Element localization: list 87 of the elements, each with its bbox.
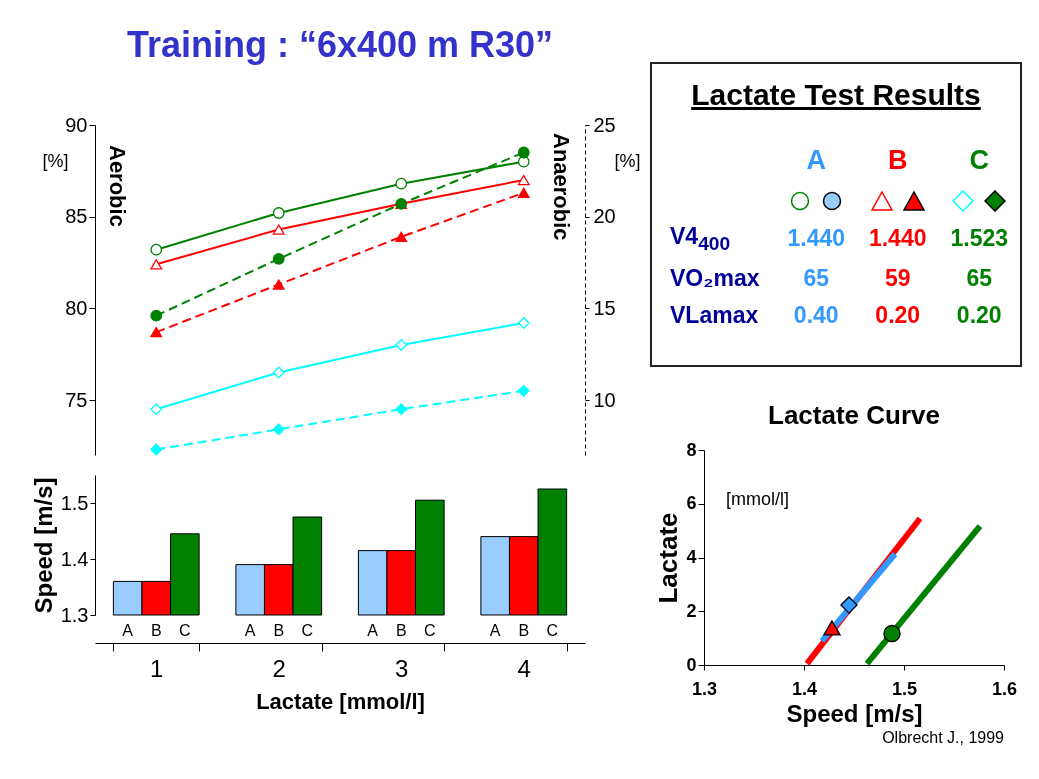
point — [272, 224, 285, 235]
point — [840, 596, 858, 614]
point — [395, 403, 408, 416]
series-label: V4$_{400}$ — [669, 222, 732, 256]
data-label: 0.20 — [874, 300, 922, 330]
point — [150, 243, 163, 256]
y-tick-label: 1.4 — [60, 547, 89, 570]
series-label: B — [150, 622, 162, 639]
data-label: 0.40 — [792, 300, 840, 330]
y-tick-label: 8 — [686, 439, 697, 460]
text: C — [301, 622, 314, 639]
annotation: Anaerobic — [549, 133, 574, 241]
point — [150, 259, 163, 270]
y-axis-title: Speed [m/s] — [29, 477, 57, 614]
text: Olbrecht J., 1999 — [882, 729, 1005, 746]
text: VLamax — [669, 300, 760, 330]
point — [150, 309, 163, 322]
category-label: A — [805, 144, 827, 177]
point — [823, 620, 841, 636]
y-tick-label: 4 — [686, 547, 697, 567]
chart-title: Lactate Curve — [768, 400, 940, 430]
y-tick-label: 75 — [65, 388, 88, 411]
text: A — [244, 622, 256, 639]
point — [395, 177, 408, 190]
x-tick-label: 1.6 — [991, 678, 1018, 699]
x-tick-label: 2 — [272, 654, 286, 682]
x-tick-label: 1.5 — [891, 678, 918, 699]
point — [272, 252, 285, 265]
point — [150, 443, 163, 456]
y2-tick-label: 15 — [593, 296, 616, 319]
point — [517, 187, 530, 199]
y2-tick-label: 25 — [593, 113, 616, 136]
data-label: 1.440 — [867, 224, 928, 254]
text: B — [395, 622, 407, 639]
category-label: C — [968, 144, 990, 177]
data-label: 59 — [883, 263, 912, 293]
y-tick-label: 1.5 — [60, 491, 89, 514]
y-tick-label: 90 — [65, 113, 88, 136]
point — [272, 207, 285, 219]
point — [395, 339, 408, 351]
y2-axis-title: [%] — [614, 150, 641, 171]
text: B — [518, 622, 530, 639]
text: Lactate Test Results — [690, 78, 982, 112]
text: C — [546, 622, 559, 639]
chart-title: Training : “6x400 m R30” — [126, 24, 554, 65]
text: VO₂max — [669, 263, 761, 293]
x-tick-label: 1.4 — [791, 678, 818, 699]
y-axis-title: [%] — [42, 150, 69, 171]
point — [517, 146, 530, 159]
y-tick-label: 6 — [686, 493, 697, 514]
series-label: A — [122, 622, 134, 639]
text: A — [367, 622, 378, 639]
y-tick-label: 1.3 — [60, 603, 89, 626]
series-label: C — [179, 622, 191, 639]
point — [272, 423, 285, 436]
y2-tick-label: 20 — [593, 205, 616, 228]
point — [517, 384, 530, 397]
data-label: 0.20 — [955, 300, 1003, 330]
data-label: 1.440 — [786, 224, 846, 254]
point — [517, 317, 530, 329]
x-axis-title: Speed [m/s] — [786, 699, 923, 727]
y2-tick-label: 10 — [593, 388, 616, 411]
y-tick-label: 0 — [686, 654, 697, 675]
point — [883, 624, 901, 643]
data-label: 65 — [802, 263, 831, 293]
point — [150, 403, 163, 416]
point — [272, 279, 285, 290]
x-tick-label: 3 — [395, 654, 409, 682]
x-tick-label: 1 — [150, 654, 164, 682]
y-tick-label: 2 — [686, 600, 697, 621]
text: A — [489, 622, 501, 639]
y-tick-label: 85 — [65, 205, 88, 228]
category-label: B — [886, 144, 909, 177]
annotation: Aerobic — [105, 145, 130, 227]
x-axis-title: Lactate [mmol/l] — [256, 688, 425, 714]
point — [272, 366, 285, 379]
y-tick-label: 80 — [65, 296, 88, 319]
annotation: [mmol/l] — [726, 489, 789, 509]
x-tick-label: 4 — [517, 654, 531, 682]
data-label: 1.523 — [949, 224, 1009, 254]
point — [150, 326, 163, 338]
data-label: 65 — [965, 263, 994, 293]
point — [517, 174, 530, 186]
text: B — [273, 622, 285, 639]
point — [395, 231, 408, 243]
text: C — [424, 622, 436, 639]
y-axis-title: Lactate — [653, 512, 684, 604]
